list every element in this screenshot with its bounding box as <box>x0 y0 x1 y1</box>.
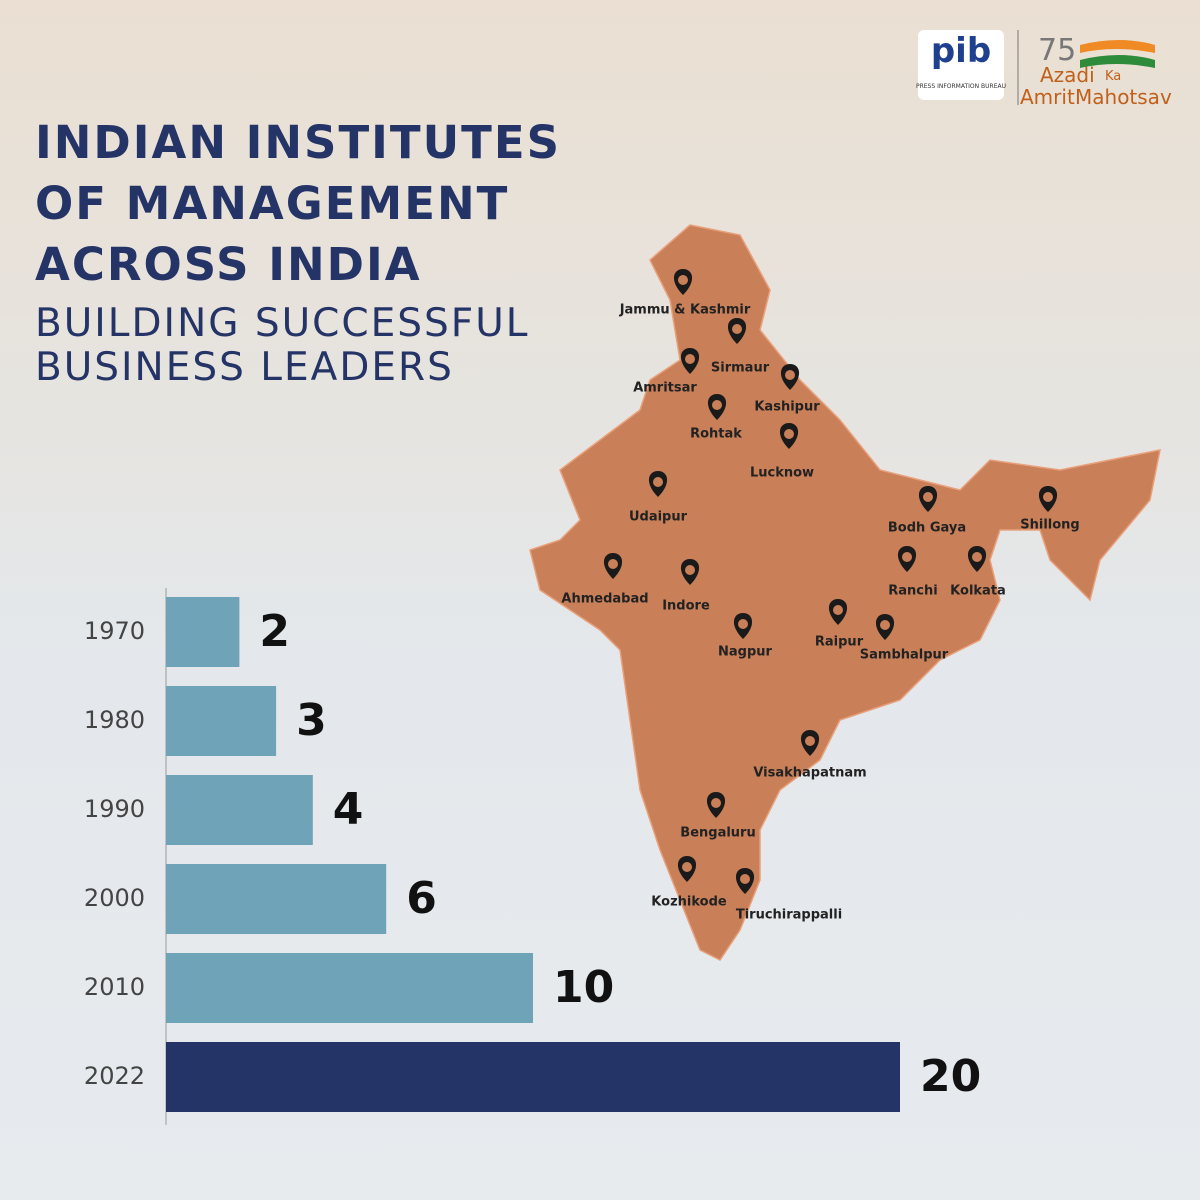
map-pin-dot <box>805 736 815 746</box>
flag <box>1080 40 1155 53</box>
y-tick-label: 2000 <box>84 884 145 912</box>
map-pin-dot <box>740 874 750 884</box>
map-pin-dot <box>785 370 795 380</box>
pib-logo: pib <box>931 31 991 71</box>
value-label: 6 <box>406 873 437 924</box>
aka-line3: Mahotsav <box>1075 85 1172 109</box>
value-label: 20 <box>920 1051 981 1102</box>
map-pin-dot <box>784 429 794 439</box>
city-label: Tiruchirappalli <box>736 908 842 923</box>
india-map <box>529 224 1161 961</box>
bar <box>166 1042 900 1112</box>
city-label: Nagpur <box>718 645 773 660</box>
map-pin-dot <box>732 324 742 334</box>
map-pin-dot <box>712 400 722 410</box>
map-pin-dot <box>880 620 890 630</box>
city-label: Shillong <box>1020 518 1079 533</box>
y-tick-label: 1980 <box>84 706 145 734</box>
map-pin-dot <box>738 619 748 629</box>
aka-ka: Ka <box>1105 69 1121 84</box>
bar <box>166 953 533 1023</box>
value-label: 10 <box>553 962 614 1013</box>
subtitle: BUILDING SUCCESSFUL BUSINESS LEADERS <box>35 301 530 390</box>
flag <box>1080 55 1155 68</box>
city-label: Kashipur <box>754 400 820 415</box>
bar <box>166 775 313 845</box>
value-label: 2 <box>259 606 290 657</box>
aka-line1: Azadi <box>1040 63 1095 87</box>
aka-number: 75 <box>1038 33 1076 68</box>
title: INDIAN INSTITUTES OF MANAGEMENT ACROSS I… <box>35 116 561 291</box>
city-label: Lucknow <box>750 466 814 481</box>
map-pin-dot <box>685 354 695 364</box>
map-pin-dot <box>608 559 618 569</box>
map-pin-dot <box>1043 492 1053 502</box>
map-pin-dot <box>682 862 692 872</box>
bar <box>166 597 240 667</box>
map-pin-dot <box>972 552 982 562</box>
city-label: Amritsar <box>633 381 697 396</box>
city-label: Sambhalpur <box>860 648 949 663</box>
city-label: Indore <box>662 599 710 614</box>
city-label: Jammu & Kashmir <box>619 303 751 318</box>
city-label: Kozhikode <box>651 895 727 910</box>
city-label: Visakhapatnam <box>753 766 866 781</box>
value-label: 4 <box>333 784 364 835</box>
city-label: Ahmedabad <box>561 592 648 607</box>
aka-line2: Amrit <box>1020 85 1075 109</box>
map-pin-dot <box>902 552 912 562</box>
y-tick-label: 2010 <box>84 973 145 1001</box>
city-label: Rohtak <box>690 427 742 442</box>
city-label: Bengaluru <box>680 826 755 841</box>
city-label: Ranchi <box>888 584 937 599</box>
city-label: Bodh Gaya <box>888 521 966 536</box>
city-label: Udaipur <box>629 510 688 525</box>
city-label: Raipur <box>815 635 864 650</box>
map-pin-dot <box>678 275 688 285</box>
logo: pib PRESS INFORMATION BUREAU 75 Azadi Ka… <box>916 30 1172 109</box>
pib-full: PRESS INFORMATION BUREAU <box>916 83 1006 90</box>
city-label: Sirmaur <box>711 361 770 376</box>
map-pin-dot <box>653 477 663 487</box>
map-pin-dot <box>833 605 843 615</box>
value-label: 3 <box>296 695 327 746</box>
y-tick-label: 2022 <box>84 1062 145 1090</box>
map-pin-dot <box>711 798 721 808</box>
bar <box>166 686 277 756</box>
y-tick-label: 1990 <box>84 795 145 823</box>
y-tick-label: 1970 <box>84 617 145 645</box>
pib-logo-bg <box>918 30 1004 100</box>
map-pin-dot <box>923 492 933 502</box>
bar <box>166 864 387 934</box>
city-label: Kolkata <box>950 584 1006 599</box>
map-pin-dot <box>685 565 695 575</box>
